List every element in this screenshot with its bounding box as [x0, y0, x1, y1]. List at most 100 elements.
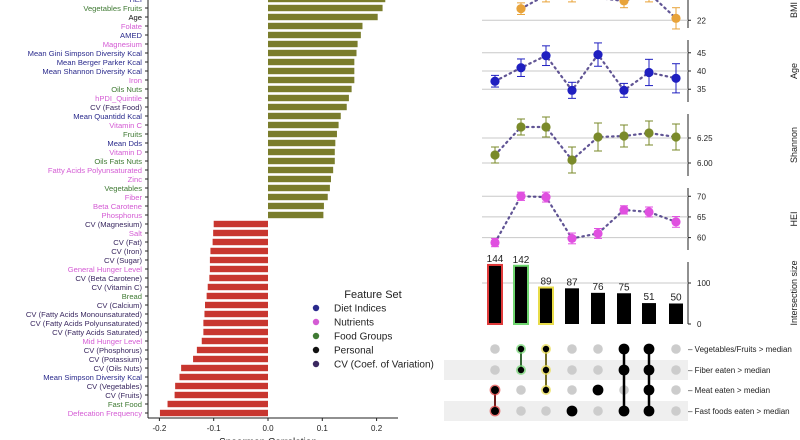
- feature-label: CV (Vegetables): [87, 382, 143, 391]
- bar-hpdi-quintile: [268, 94, 349, 102]
- bar-age: [268, 13, 378, 21]
- feature-label: General Hunger Level: [68, 265, 143, 274]
- feature-label: CV (Fruits): [105, 391, 142, 400]
- intersection-count-label: 50: [670, 293, 682, 304]
- matrix-dot-active: [542, 366, 550, 374]
- y-tick-label: 65: [697, 213, 706, 222]
- y-tick-label: 100: [697, 279, 711, 288]
- bar-fruits: [268, 130, 337, 138]
- feature-label: Mean Simpson Diversity Kcal: [43, 373, 142, 382]
- feature-label: CV (Fatty Acids Polyunsaturated): [30, 319, 142, 328]
- feature-label: Vitamin C: [109, 121, 142, 130]
- mean-point: [619, 85, 629, 95]
- matrix-dot-inactive: [593, 344, 603, 354]
- set-label: – Fast foods eaten > median: [688, 407, 790, 416]
- intersection-bar: [513, 264, 529, 325]
- matrix-dot-active: [566, 405, 578, 417]
- matrix-dot-active: [643, 384, 655, 396]
- matrix-row-shade: [444, 360, 688, 380]
- feature-label: CV (Vitamin C): [92, 283, 143, 292]
- mean-point: [567, 155, 577, 165]
- correlation-bar-chart: HEIVegetables FruitsAgeFolateAMEDMagnesi…: [26, 0, 398, 440]
- feature-label: Oils Nuts: [111, 85, 142, 94]
- mean-point: [671, 73, 681, 83]
- matrix-row-shade: [444, 401, 688, 421]
- x-tick-label: 0.2: [371, 424, 383, 433]
- bar-cv-oils-nuts-: [181, 364, 268, 372]
- mean-point: [541, 192, 551, 202]
- feature-label: Fatty Acids Polyunsaturated: [48, 166, 142, 175]
- y-tick-label: 0: [697, 320, 702, 329]
- intersection-bar: [565, 288, 579, 324]
- bar-cv-iron-: [210, 247, 268, 255]
- feature-label: CV (Calcium): [97, 301, 143, 310]
- legend-marker-diet_indices: [312, 304, 320, 312]
- x-tick-label: -0.2: [153, 424, 167, 433]
- panel-ylabel: Shannon: [789, 127, 799, 163]
- intersection-bar: [642, 303, 656, 324]
- panel-ylabel: BMI: [789, 2, 799, 18]
- feature-label: Defecation Frequency: [68, 409, 142, 418]
- feature-label: HEI: [129, 0, 142, 4]
- matrix-dot-active: [618, 405, 630, 417]
- legend-label: Nutrients: [334, 318, 374, 329]
- matrix-dot-active: [491, 386, 499, 394]
- bar-cv-potassium-: [193, 355, 268, 363]
- feature-label: Fast Food: [108, 400, 142, 409]
- matrix-dot-active: [517, 366, 525, 374]
- bar-mean-dds: [268, 139, 336, 147]
- bar-fiber: [268, 193, 328, 201]
- bar-mean-gini-simpson-diversity-kcal: [268, 49, 357, 57]
- feature-label: Zinc: [128, 175, 143, 184]
- bar-bread: [206, 292, 268, 300]
- feature-label: Beta Carotene: [93, 202, 142, 211]
- matrix-dot-active: [618, 364, 630, 376]
- bar-cv-magnesium-: [213, 220, 268, 228]
- feature-label: Fiber: [125, 193, 143, 202]
- mean-point: [671, 13, 681, 23]
- bar-folate: [268, 22, 363, 30]
- feature-label: CV (Fast Food): [90, 103, 142, 112]
- y-tick-label: 40: [697, 67, 706, 76]
- matrix-dot-inactive: [516, 385, 526, 395]
- mean-point: [593, 228, 603, 239]
- matrix-dot-inactive: [541, 406, 551, 416]
- y-tick-label: 70: [697, 192, 706, 201]
- y-tick-label: 60: [697, 234, 706, 243]
- feature-label: Iron: [129, 76, 142, 85]
- bar-zinc: [268, 175, 331, 183]
- bar-oils-fats-nuts: [268, 157, 335, 165]
- legend-marker-cv: [312, 360, 320, 368]
- x-axis-label: Spearman Correlation: [219, 437, 317, 440]
- bar-vitamin-c: [268, 121, 339, 129]
- mean-point: [644, 67, 654, 78]
- bar-fatty-acids-polyunsaturated: [268, 166, 334, 174]
- intersection-bar: [591, 292, 605, 324]
- y-tick-label: 6.25: [697, 134, 713, 143]
- feature-label: CV (Fat): [113, 238, 142, 247]
- bar-magnesium: [268, 40, 358, 48]
- mean-point: [644, 128, 654, 138]
- feature-label: Vegetables: [104, 184, 142, 193]
- matrix-dot-inactive: [490, 344, 500, 354]
- mean-point: [490, 76, 500, 86]
- feature-label: Vitamin D: [109, 148, 142, 157]
- bar-cv-fatty-acids-saturated-: [203, 328, 268, 336]
- feature-label: Mean Gini Simpson Diversity Kcal: [28, 49, 143, 58]
- matrix-dot-inactive: [567, 365, 577, 375]
- intersection-count-label: 144: [487, 254, 504, 265]
- panel-bmi: 22 BMI: [482, 0, 799, 30]
- bar-cv-fast-food-: [268, 103, 347, 111]
- bar-mean-quantidd-kcal: [268, 112, 341, 120]
- matrix-dot-active: [592, 384, 604, 396]
- intersection-count-label: 89: [540, 277, 552, 288]
- bar-mean-shannon-diversity-kcal: [268, 67, 355, 75]
- intersection-ylabel: Intersection size: [789, 260, 799, 325]
- mean-point: [541, 51, 551, 61]
- intersection-bar: [538, 286, 554, 326]
- panel-hei: 60 65 70 HEI: [482, 188, 799, 250]
- feature-label: Folate: [121, 22, 142, 31]
- feature-label: hPDI_Quintile: [95, 94, 142, 103]
- panel-ylabel: HEI: [789, 211, 799, 226]
